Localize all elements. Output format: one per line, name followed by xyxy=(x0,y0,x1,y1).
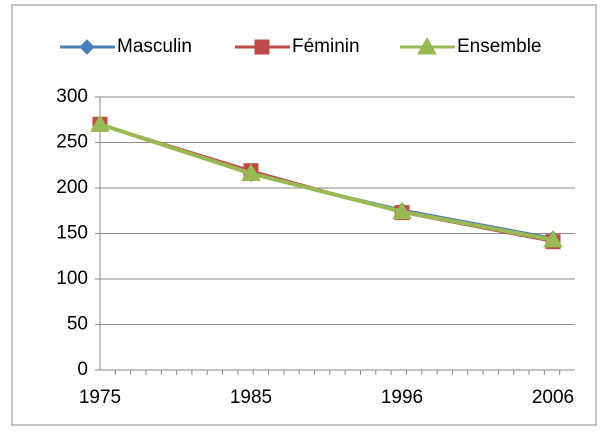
y-tick-label: 0 xyxy=(77,359,88,380)
x-tick-label: 1985 xyxy=(230,387,272,408)
legend-label: Féminin xyxy=(292,36,360,57)
legend-label: Masculin xyxy=(117,36,192,57)
legend-marker xyxy=(79,39,95,55)
series-line xyxy=(99,122,554,242)
x-tick-label: 2006 xyxy=(532,387,574,408)
point-marker xyxy=(392,201,412,220)
y-tick-label: 300 xyxy=(56,86,88,107)
chart-border xyxy=(11,4,597,426)
y-tick-label: 150 xyxy=(56,223,88,244)
legend-marker xyxy=(254,39,270,55)
y-tick-label: 200 xyxy=(56,177,88,198)
legend-marker xyxy=(417,36,437,55)
legend-label: Ensemble xyxy=(457,36,542,57)
point-marker xyxy=(90,114,110,132)
x-tick-label: 1975 xyxy=(79,387,121,408)
y-tick-label: 50 xyxy=(67,314,88,335)
point-marker xyxy=(543,229,563,248)
y-tick-label: 100 xyxy=(56,268,88,289)
y-tick-label: 250 xyxy=(56,132,88,153)
point-marker xyxy=(241,163,261,181)
x-tick-label: 1996 xyxy=(381,387,423,408)
